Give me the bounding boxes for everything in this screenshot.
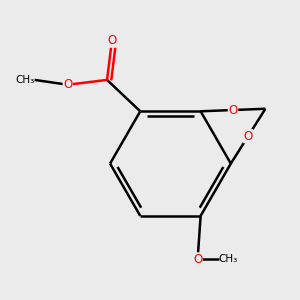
Text: O: O — [193, 253, 202, 266]
Text: O: O — [63, 78, 72, 91]
Text: O: O — [244, 130, 253, 143]
Text: CH₃: CH₃ — [219, 254, 238, 264]
Text: O: O — [228, 103, 238, 116]
Text: CH₃: CH₃ — [15, 75, 34, 85]
Text: O: O — [107, 34, 116, 47]
